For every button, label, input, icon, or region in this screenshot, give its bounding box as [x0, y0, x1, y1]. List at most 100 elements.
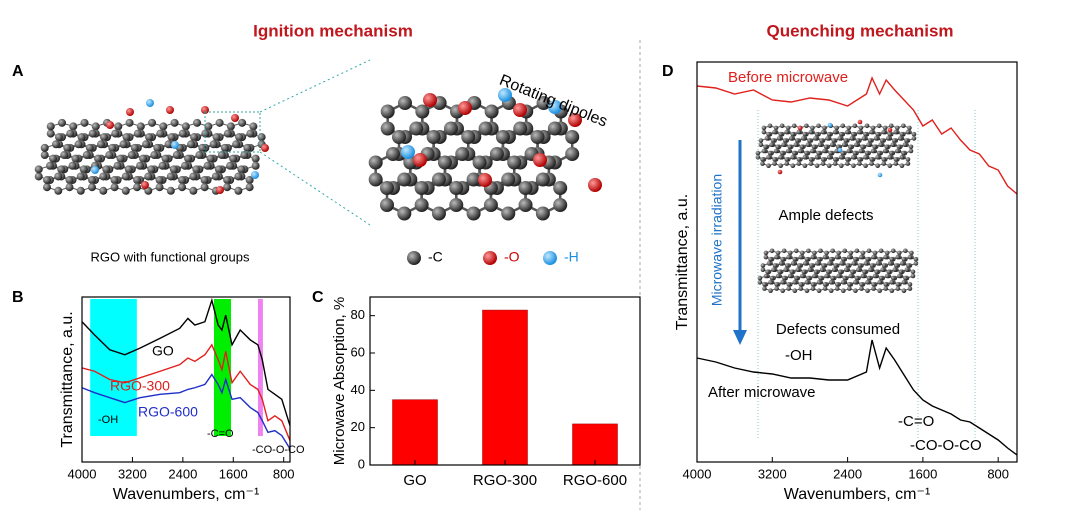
atom — [535, 172, 550, 187]
atom — [66, 129, 75, 138]
x-tick-label: RGO-300 — [473, 472, 537, 489]
atom — [911, 136, 917, 141]
atom — [865, 288, 870, 294]
atom — [865, 280, 870, 285]
atom — [887, 163, 893, 168]
atom — [805, 142, 811, 147]
atom — [840, 123, 846, 129]
arrow-head — [733, 330, 747, 345]
atom — [795, 267, 801, 273]
atom — [133, 183, 142, 192]
atom — [816, 123, 821, 129]
atom — [851, 131, 856, 137]
atom — [68, 161, 77, 170]
atom — [423, 93, 437, 107]
atom — [813, 136, 818, 141]
atom — [798, 286, 804, 291]
atom — [905, 129, 911, 135]
atom — [431, 172, 446, 187]
atom — [172, 151, 181, 160]
atom — [834, 282, 840, 287]
atom — [34, 165, 43, 174]
atom — [889, 288, 895, 294]
atom — [893, 129, 899, 135]
atom — [909, 250, 914, 256]
atom — [875, 131, 880, 137]
atom — [780, 288, 785, 294]
atom — [875, 163, 880, 168]
atom — [216, 186, 224, 194]
atom — [426, 130, 441, 144]
atom — [830, 275, 835, 281]
atom — [768, 288, 773, 294]
atom — [861, 136, 867, 141]
atom — [187, 140, 196, 149]
atom — [443, 121, 458, 136]
atom — [900, 261, 905, 266]
x-tick-label: 1600 — [219, 466, 248, 481]
atom — [893, 157, 899, 162]
atom — [553, 198, 568, 212]
atom — [875, 155, 880, 160]
atom — [398, 96, 412, 110]
atom — [166, 106, 174, 114]
atom — [822, 125, 827, 131]
atom — [762, 286, 767, 291]
atom — [853, 280, 858, 285]
atom — [769, 248, 775, 254]
atom — [106, 121, 114, 129]
atom — [161, 154, 170, 163]
atom — [832, 161, 838, 166]
atom — [397, 172, 412, 187]
atom — [193, 118, 202, 127]
atom — [251, 161, 260, 170]
atom — [785, 148, 791, 154]
atom — [141, 181, 149, 189]
atom — [842, 142, 847, 147]
atom — [839, 155, 844, 160]
atom — [866, 142, 871, 147]
x-tick-label: RGO-600 — [563, 472, 627, 489]
atom — [189, 172, 198, 181]
atom — [226, 122, 235, 131]
atom — [821, 263, 826, 268]
atom — [518, 181, 533, 195]
atom — [810, 148, 815, 154]
atom — [565, 147, 580, 161]
atom — [793, 248, 799, 254]
atom — [798, 282, 804, 287]
atom — [807, 267, 813, 273]
atom — [761, 125, 767, 131]
atom — [60, 151, 69, 160]
atom — [846, 125, 852, 131]
atom — [854, 142, 859, 147]
axis-frame — [81, 296, 291, 463]
atom — [822, 148, 827, 154]
atom — [126, 108, 134, 116]
atom — [830, 248, 835, 254]
atom — [760, 157, 765, 162]
atom — [857, 119, 863, 125]
atom — [784, 157, 790, 162]
atom — [124, 165, 133, 174]
atom — [790, 261, 796, 266]
atom — [851, 163, 856, 168]
atom — [877, 256, 882, 262]
atom — [181, 161, 190, 170]
atom — [863, 155, 868, 160]
x-tick-label: 3200 — [758, 466, 787, 481]
atom — [100, 133, 109, 142]
atom — [40, 143, 49, 152]
atom — [800, 273, 805, 279]
atom — [261, 144, 269, 152]
atom — [798, 148, 803, 154]
atom — [840, 256, 846, 262]
atom — [814, 155, 820, 160]
atom — [766, 163, 771, 168]
atom — [819, 267, 825, 273]
atom — [184, 154, 193, 163]
atom — [789, 269, 795, 275]
atom — [127, 151, 136, 160]
atom — [778, 261, 784, 266]
atom — [848, 250, 854, 256]
